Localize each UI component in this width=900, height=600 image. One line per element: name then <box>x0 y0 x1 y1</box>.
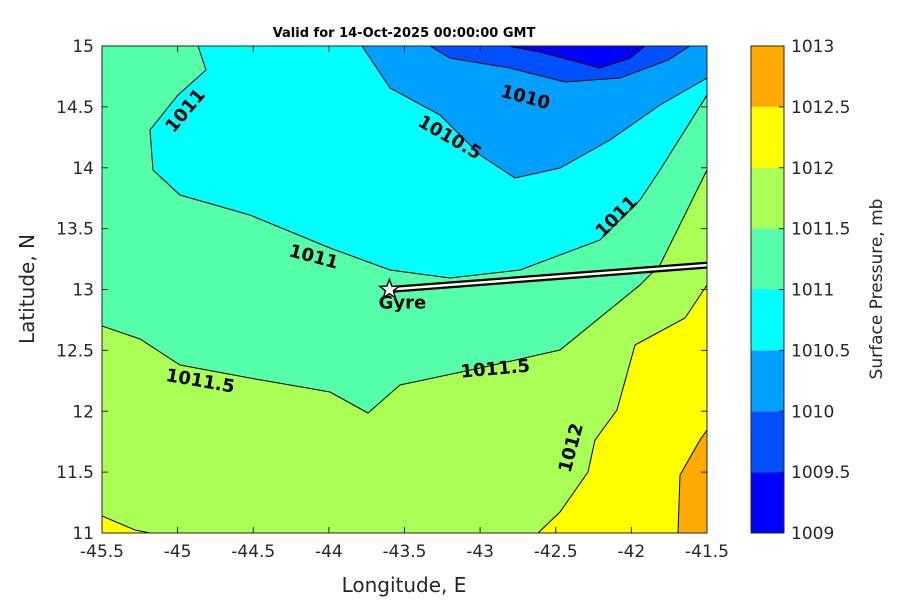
colorbar-tick-label: 1011 <box>791 281 834 301</box>
contour-line-1010 <box>429 46 691 83</box>
contour-line-1012-corner <box>102 515 151 533</box>
marker-label: Gyre <box>379 293 427 314</box>
y-tick-label: 13.5 <box>56 220 94 240</box>
colorbar-tick-label: 1010.5 <box>791 341 850 361</box>
colorbar-tick-label: 1012.5 <box>791 98 850 118</box>
track: Gyre <box>378 261 708 314</box>
x-tick-label: -45.5 <box>80 542 124 562</box>
x-tick-label: -42 <box>617 542 645 562</box>
colorbar-tick-label: 1009.5 <box>791 463 850 483</box>
colorbar-swatch <box>751 106 784 168</box>
y-tick-label: 12.5 <box>56 341 94 361</box>
x-tick-label: -45 <box>164 542 192 562</box>
x-tick-label: -44.5 <box>231 542 275 562</box>
colorbar-tick-label: 1011.5 <box>791 220 850 240</box>
colorbar-tick-label: 1012 <box>791 159 834 179</box>
x-tick-label: -42.5 <box>534 542 578 562</box>
contour-line-1012 <box>537 284 707 533</box>
colorbar-tick-label: 1013 <box>791 37 834 57</box>
colorbar: 1009 1009.5 1010 1010.5 1011 1011.5 1012 1012.5… <box>750 37 850 544</box>
fill-region-1010-1010.5 <box>362 46 707 178</box>
x-tick-label: -43.5 <box>383 542 427 562</box>
y-tick-label: 15 <box>72 37 94 57</box>
y-tick-label: 14.5 <box>56 98 94 118</box>
contour-line-1010.5 <box>361 46 707 179</box>
x-tick-label: -41.5 <box>685 542 729 562</box>
y-axis-label: Latitude, N <box>15 234 39 344</box>
y-tick-label: 11 <box>72 524 94 544</box>
x-axis-ticks: -45.5 -45 -44.5 -44 -43.5 -43 -42.5 -42 -41.5 <box>80 46 729 562</box>
colorbar-tick-label: 1010 <box>791 402 834 422</box>
y-tick-label: 14 <box>72 159 94 179</box>
chart-title: Valid for 14-Oct-2025 00:00:00 GMT <box>273 26 536 41</box>
colorbar-swatch <box>751 46 784 107</box>
y-tick-label: 12 <box>72 402 94 422</box>
track-line <box>389 263 708 291</box>
fill-region-1009-1009.5 <box>508 46 645 68</box>
filled-contours <box>102 46 707 533</box>
y-tick-label: 11.5 <box>56 463 94 483</box>
fill-region-1011.5-1012 <box>102 170 707 533</box>
x-tick-label: -44 <box>315 542 343 562</box>
y-axis-ticks: 11 11.5 12 12.5 13 13.5 14 14.5 15 <box>56 37 707 544</box>
fill-region-1012-1012.5 <box>538 285 707 533</box>
colorbar-label: Surface Pressure, mb <box>867 199 887 380</box>
x-axis-label: Longitude, E <box>342 573 467 597</box>
colorbar-swatch <box>751 289 784 351</box>
contour-lines <box>102 46 707 533</box>
contour-line-1011.5 <box>102 169 707 414</box>
colorbar-swatch <box>751 350 784 412</box>
contour-line-1012.5 <box>677 429 707 533</box>
y-tick-label: 13 <box>72 281 94 301</box>
contour-line-1011 <box>149 46 707 279</box>
x-tick-label: -43 <box>466 542 494 562</box>
colorbar-swatch <box>751 228 784 290</box>
fill-region-1012-corner <box>102 516 150 533</box>
colorbar-tick-label: 1009 <box>791 524 834 544</box>
fill-region-1012.5-1013 <box>678 430 707 533</box>
contour-line-1009.5 <box>507 46 646 69</box>
colorbar-swatch <box>751 472 784 533</box>
star-marker <box>378 277 401 300</box>
colorbar-swatch <box>751 167 784 229</box>
colorbar-swatch <box>751 411 784 473</box>
